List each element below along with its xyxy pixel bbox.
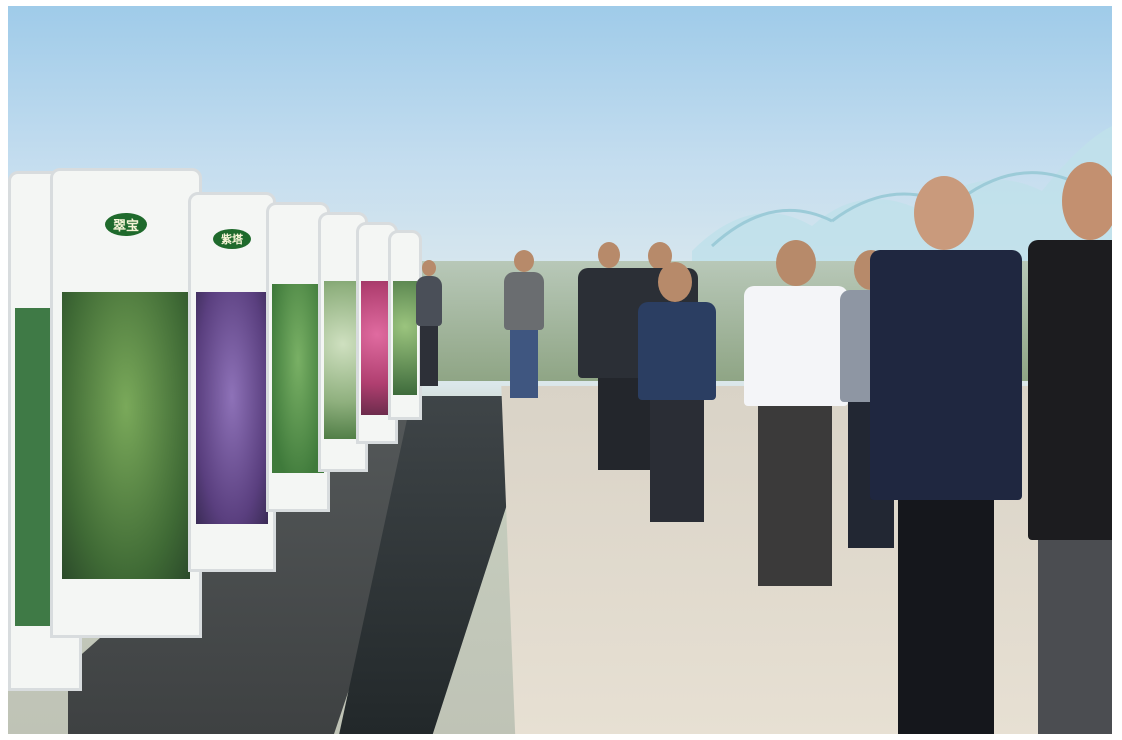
visitor-navy-coat (866, 176, 1026, 734)
visitor-blue-jacket (632, 262, 722, 524)
visitor-white-shirt (736, 240, 856, 590)
board-tag-label: 紫塔 (213, 228, 251, 249)
field-visit-photo: 翠宝 紫塔 (8, 6, 1112, 734)
visitor-distant (414, 260, 444, 390)
visitor-glasses (1028, 162, 1112, 734)
display-board-3: 紫塔 (188, 192, 276, 572)
board-tag-label: 翠宝 (104, 212, 148, 236)
visitor-distant (502, 250, 546, 400)
display-board-2: 翠宝 (50, 168, 202, 638)
